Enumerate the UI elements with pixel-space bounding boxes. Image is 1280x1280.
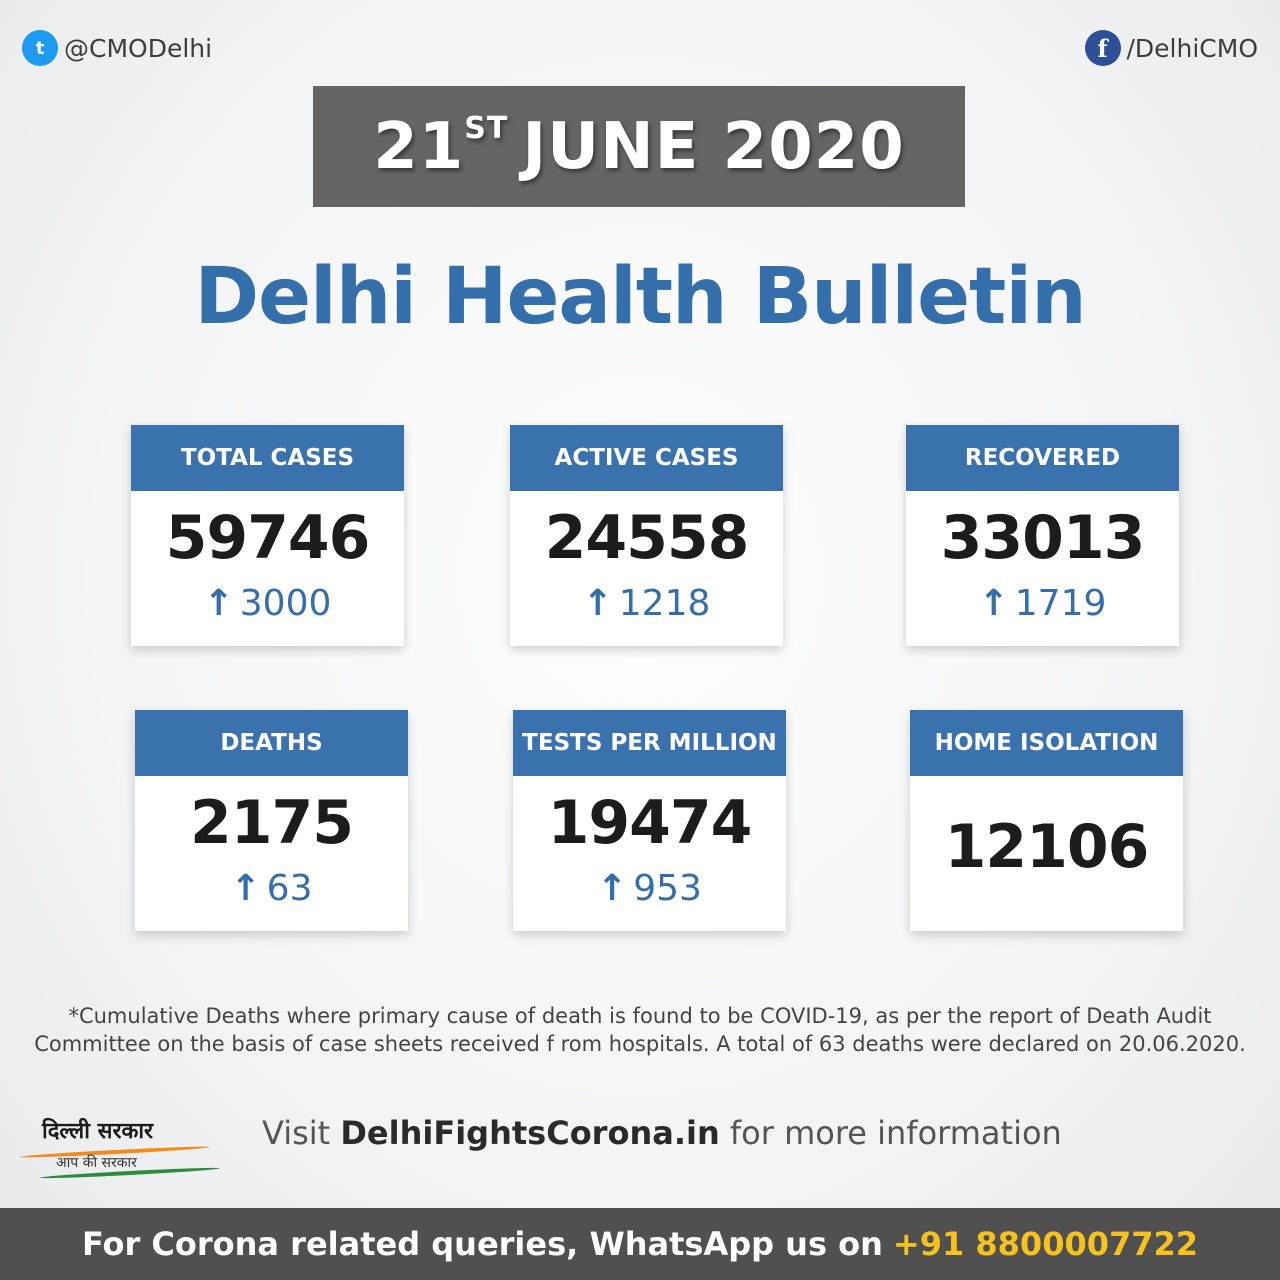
stat-card-deaths: DEATHS 2175 ↑ 63 (135, 710, 408, 931)
date-day: 21 (373, 109, 465, 184)
stat-card-delta: ↑ 1218 (510, 583, 783, 624)
arrow-up-icon: ↑ (582, 583, 613, 624)
facebook-handle-text: /DelhiCMO (1126, 33, 1259, 63)
date-banner: 21 ST JUNE 2020 (313, 86, 965, 207)
stat-card-delta-value: 3000 (239, 583, 332, 624)
whatsapp-text: For Corona related queries, WhatsApp us … (81, 1225, 883, 1263)
arrow-up-icon: ↑ (203, 583, 234, 624)
arrow-up-icon: ↑ (230, 868, 261, 909)
stat-card-delta-value: 63 (266, 868, 313, 909)
stat-card-value: 2175 (190, 788, 354, 858)
facebook-handle[interactable]: f /DelhiCMO (1084, 30, 1259, 66)
visit-suffix: for more information (719, 1114, 1062, 1152)
website-link[interactable]: DelhiFightsCorona.in (340, 1114, 720, 1152)
arrow-up-icon: ↑ (978, 583, 1009, 624)
stat-card-tests-per-million: TESTS PER MILLION 19474 ↑ 953 (513, 710, 786, 931)
stat-card-label: TESTS PER MILLION (513, 710, 786, 776)
twitter-handle[interactable]: t @CMODelhi (22, 30, 212, 66)
stat-card-label: TOTAL CASES (131, 425, 404, 491)
visit-prefix: Visit (262, 1114, 341, 1152)
facebook-icon: f (1084, 30, 1121, 66)
stat-card-delta-value: 1719 (1014, 583, 1107, 624)
stat-card-delta-value: 1218 (618, 583, 711, 624)
stat-card-delta: ↑ 3000 (131, 583, 404, 624)
stat-card-delta: ↑ 953 (513, 868, 786, 909)
stat-card-total-cases: TOTAL CASES 59746 ↑ 3000 (131, 425, 404, 646)
stat-card-label: HOME ISOLATION (910, 710, 1183, 776)
page-title: Delhi Health Bulletin (194, 252, 1086, 342)
stat-card-active-cases: ACTIVE CASES 24558 ↑ 1218 (510, 425, 783, 646)
visit-line: Visit DelhiFightsCorona.in for more info… (262, 1114, 1062, 1152)
stat-card-delta: ↑ 1719 (906, 583, 1179, 624)
stat-card-label: ACTIVE CASES (510, 425, 783, 491)
logo-line-2: आप की सरकार (56, 1155, 137, 1171)
stat-card-label: DEATHS (135, 710, 408, 776)
stat-card-delta-value: 953 (633, 868, 702, 909)
stat-card-value: 33013 (940, 503, 1146, 573)
twitter-handle-text: @CMODelhi (64, 33, 213, 63)
stat-card-value: 59746 (165, 503, 371, 573)
date-suffix: ST (464, 111, 509, 146)
date-rest: JUNE 2020 (522, 109, 905, 184)
twitter-icon: t (22, 30, 58, 66)
stat-card-delta: ↑ 63 (135, 868, 408, 909)
stat-card-value: 24558 (544, 503, 750, 573)
footnote: *Cumulative Deaths where primary cause o… (0, 1002, 1280, 1058)
stat-card-value: 19474 (547, 788, 753, 858)
stat-card-home-isolation: HOME ISOLATION 12106 (910, 710, 1183, 931)
arrow-up-icon: ↑ (597, 868, 628, 909)
whatsapp-phone[interactable]: +91 8800007722 (892, 1225, 1199, 1263)
stat-card-recovered: RECOVERED 33013 ↑ 1719 (906, 425, 1179, 646)
footnote-line-2: Committee on the basis of case sheets re… (34, 1032, 1246, 1056)
footnote-line-1: *Cumulative Deaths where primary cause o… (68, 1004, 1212, 1028)
delhi-sarkar-logo: दिल्ली सरकार आप की सरकार (20, 1115, 220, 1185)
stat-card-value: 12106 (944, 812, 1150, 882)
whatsapp-bar: For Corona related queries, WhatsApp us … (0, 1208, 1280, 1280)
stat-card-label: RECOVERED (906, 425, 1179, 491)
logo-line-1: दिल्ली सरकार (42, 1118, 154, 1144)
